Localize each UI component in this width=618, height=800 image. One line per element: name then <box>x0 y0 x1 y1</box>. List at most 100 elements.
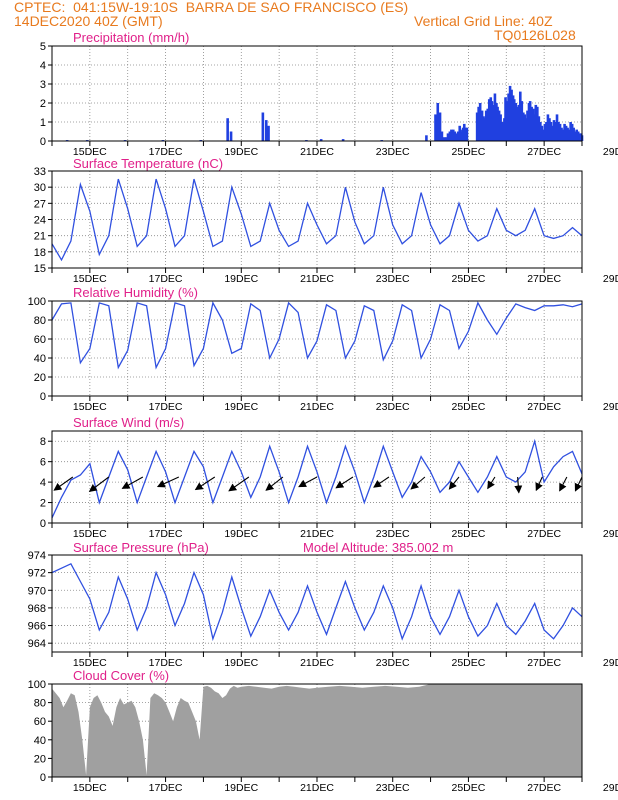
humidity-ytick-label: 100 <box>28 296 46 308</box>
wind-ytick-label: 2 <box>40 498 46 510</box>
pressure-line <box>51 562 583 642</box>
precip-bar <box>493 93 497 141</box>
precip-bar <box>524 118 528 141</box>
precip-bar <box>552 120 556 141</box>
precip-bar <box>551 125 554 141</box>
precipitation-xtick-label: 27DEC <box>527 146 561 158</box>
precipitation-ytick-label: 1 <box>40 117 46 129</box>
precip-bar <box>261 112 265 141</box>
temperature-ytick-label: 21 <box>34 231 46 243</box>
temperature-ytick-label: 33 <box>34 166 46 178</box>
precip-bar <box>510 89 513 141</box>
precip-bar <box>578 133 582 141</box>
precip-bar <box>453 131 457 141</box>
humidity-frame <box>51 300 583 397</box>
humidity-xtick-label: 25DEC <box>451 401 485 413</box>
precipitation-xtick-label: 25DEC <box>451 146 485 158</box>
wind-vector <box>53 476 74 491</box>
cloud-cover-xtick-label: 27DEC <box>527 782 561 794</box>
precip-bar <box>569 122 572 141</box>
precipitation-panel <box>48 45 584 146</box>
pressure-ytick-label: 972 <box>28 568 46 580</box>
precip-bar <box>267 125 270 141</box>
cloud-cover-area <box>52 684 582 777</box>
precip-bar <box>486 108 490 141</box>
pressure-ytick-label: 974 <box>28 550 46 562</box>
precipitation-xtick-label: 21DEC <box>300 146 334 158</box>
humidity-ytick-label: 80 <box>34 315 46 327</box>
precip-bar <box>492 104 495 141</box>
precip-bar <box>475 112 479 141</box>
precip-bar <box>434 114 437 141</box>
precip-bar <box>533 114 536 141</box>
precip-bar <box>557 122 560 141</box>
pressure-title: Surface Pressure (hPa) <box>73 540 209 555</box>
wind-xtick-label: 17DEC <box>149 528 183 540</box>
header-grid-line: Vertical Grid Line: 40Z <box>414 13 553 29</box>
precip-bar <box>459 131 463 141</box>
precip-bar <box>465 127 469 141</box>
precip-bar <box>505 101 509 141</box>
precip-bar <box>497 110 501 141</box>
precip-bar <box>478 103 482 141</box>
precip-bar <box>480 110 484 141</box>
wind-vector <box>574 476 583 492</box>
temperature-xtick-label: 23DEC <box>376 273 410 285</box>
pressure-xtick-label: 29DEC <box>603 657 618 669</box>
precipitation-xtick-label: 29DEC <box>603 146 618 158</box>
precip-bar <box>425 135 428 141</box>
wind-vector <box>335 476 354 489</box>
precip-bar <box>450 129 453 141</box>
precip-bar <box>438 112 442 141</box>
precip-bar <box>572 127 575 141</box>
precipitation-ytick-label: 0 <box>40 136 46 148</box>
precip-bar <box>462 123 466 141</box>
precip-bar <box>518 91 522 141</box>
humidity-line <box>51 301 583 370</box>
precip-bar <box>573 131 577 141</box>
precip-bar <box>507 93 510 141</box>
precipitation-xtick-label: 15DEC <box>73 146 107 158</box>
wind-vector <box>194 476 216 491</box>
precip-bar <box>514 103 518 141</box>
pressure-xtick-label: 25DEC <box>451 657 485 669</box>
temperature-xtick-label: 19DEC <box>224 273 258 285</box>
temperature-xtick-label: 29DEC <box>603 273 618 285</box>
precip-bar <box>543 123 547 141</box>
precip-bar <box>455 133 458 141</box>
wind-ytick-label: 6 <box>40 457 46 469</box>
precip-bar <box>575 129 578 141</box>
cloud-cover-xtick-label: 17DEC <box>149 782 183 794</box>
cloud-cover-xtick-label: 15DEC <box>73 782 107 794</box>
temperature-xtick-label: 17DEC <box>149 273 183 285</box>
wind-vector <box>373 476 390 488</box>
precip-bar <box>570 123 574 141</box>
wind-ytick-label: 8 <box>40 436 46 448</box>
humidity-xtick-label: 27DEC <box>527 401 561 413</box>
precip-bar <box>546 114 550 141</box>
cloud-cover-title: Cloud Cover (%) <box>73 668 169 683</box>
pressure-ytick-label: 964 <box>28 638 46 650</box>
precip-bar <box>496 106 499 141</box>
humidity-xtick-label: 19DEC <box>224 401 258 413</box>
precip-bar <box>341 139 345 141</box>
temperature-xtick-label: 25DEC <box>451 273 485 285</box>
wind-vector <box>228 476 250 492</box>
wind-xtick-label: 23DEC <box>376 528 410 540</box>
humidity-xtick-label: 21DEC <box>300 401 334 413</box>
precip-bar <box>451 129 455 141</box>
precip-bar <box>515 106 519 141</box>
cloud-cover-xtick-label: 23DEC <box>376 782 410 794</box>
wind-line <box>51 438 583 519</box>
humidity-ytick-label: 0 <box>40 391 46 403</box>
humidity-xtick-label: 15DEC <box>73 401 107 413</box>
precip-bar <box>508 85 512 141</box>
precip-bar <box>530 106 533 141</box>
cloud-cover-ytick-label: 0 <box>40 772 46 784</box>
precip-bar <box>226 118 229 141</box>
precip-bar <box>477 106 480 141</box>
wind-vector <box>514 476 523 494</box>
pressure-ytick-label: 968 <box>28 603 46 615</box>
precip-bar <box>445 137 448 141</box>
